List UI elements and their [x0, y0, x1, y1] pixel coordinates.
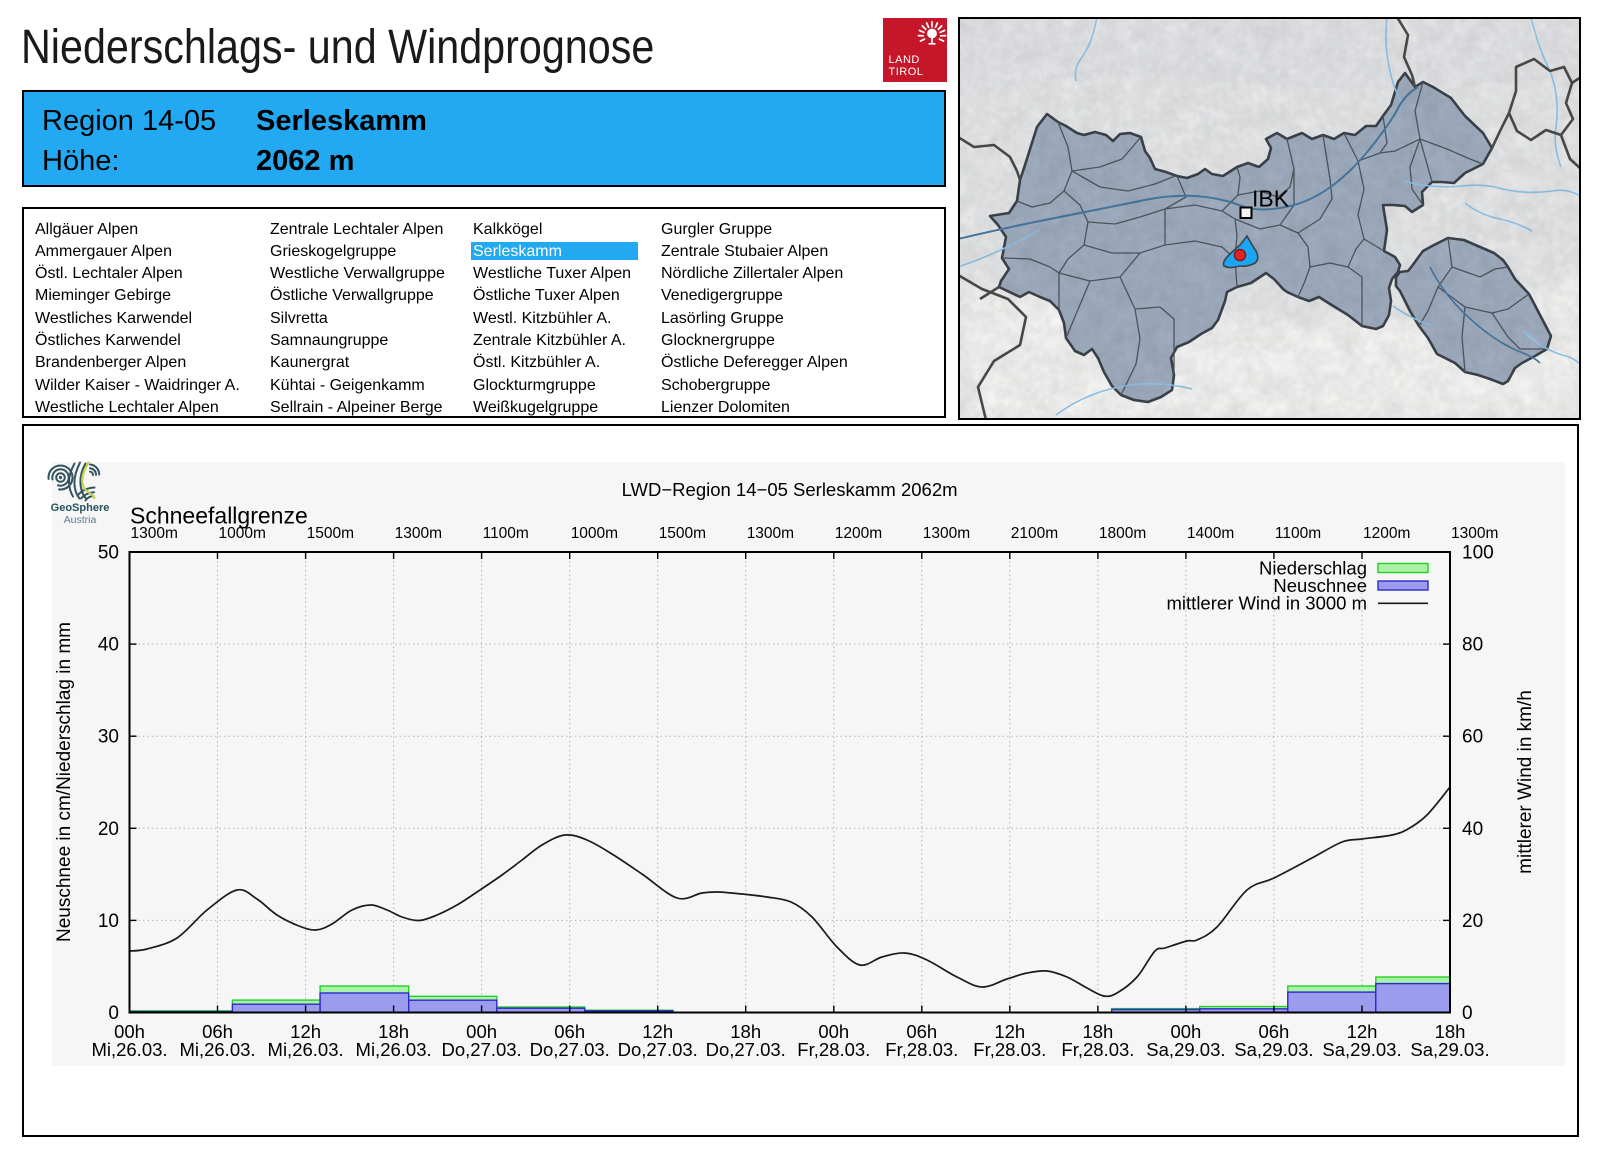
- svg-text:Do,27.03.: Do,27.03.: [706, 1039, 786, 1060]
- svg-text:mittlerer Wind in km/h: mittlerer Wind in km/h: [1515, 690, 1536, 874]
- svg-text:Schneefallgrenze: Schneefallgrenze: [130, 503, 308, 529]
- svg-text:0: 0: [108, 1003, 119, 1024]
- svg-text:Do,27.03.: Do,27.03.: [530, 1039, 610, 1060]
- svg-text:1400m: 1400m: [1187, 525, 1234, 542]
- svg-text:12h: 12h: [642, 1021, 673, 1042]
- svg-text:1300m: 1300m: [923, 525, 970, 542]
- svg-text:0: 0: [1462, 1003, 1473, 1024]
- svg-text:06h: 06h: [1258, 1021, 1289, 1042]
- svg-text:18h: 18h: [378, 1021, 409, 1042]
- svg-text:100: 100: [1462, 543, 1494, 564]
- svg-text:Sa,29.03.: Sa,29.03.: [1234, 1039, 1313, 1060]
- svg-text:Mi,26.03.: Mi,26.03.: [356, 1039, 432, 1060]
- svg-text:Do,27.03.: Do,27.03.: [441, 1039, 521, 1060]
- svg-text:Mi,26.03.: Mi,26.03.: [91, 1039, 167, 1060]
- svg-text:12h: 12h: [290, 1021, 321, 1042]
- svg-text:Niederschlag: Niederschlag: [1259, 558, 1367, 579]
- svg-text:06h: 06h: [906, 1021, 937, 1042]
- svg-text:mittlerer Wind in 3000 m: mittlerer Wind in 3000 m: [1167, 593, 1367, 614]
- svg-text:LWD−Region 14−05 Serleskamm 20: LWD−Region 14−05 Serleskamm 2062m: [622, 479, 958, 500]
- svg-text:00h: 00h: [1170, 1021, 1201, 1042]
- svg-text:Fr,28.03.: Fr,28.03.: [797, 1039, 870, 1060]
- svg-text:20: 20: [98, 819, 119, 840]
- svg-text:00h: 00h: [818, 1021, 849, 1042]
- svg-text:20: 20: [1462, 911, 1483, 932]
- svg-text:1000m: 1000m: [219, 525, 266, 542]
- svg-text:Fr,28.03.: Fr,28.03.: [1061, 1039, 1134, 1060]
- svg-text:12h: 12h: [994, 1021, 1025, 1042]
- svg-text:1300m: 1300m: [395, 525, 442, 542]
- svg-text:1100m: 1100m: [1275, 525, 1321, 542]
- svg-text:Sa,29.03.: Sa,29.03.: [1410, 1039, 1489, 1060]
- svg-text:1200m: 1200m: [1363, 525, 1410, 542]
- svg-text:18h: 18h: [1082, 1021, 1113, 1042]
- svg-text:Fr,28.03.: Fr,28.03.: [973, 1039, 1046, 1060]
- svg-text:1500m: 1500m: [307, 525, 354, 542]
- svg-text:1800m: 1800m: [1099, 525, 1146, 542]
- svg-text:1100m: 1100m: [483, 525, 529, 542]
- svg-text:12h: 12h: [1347, 1021, 1378, 1042]
- svg-text:1200m: 1200m: [835, 525, 882, 542]
- svg-text:Neuschnee in cm/Niederschlag i: Neuschnee in cm/Niederschlag in mm: [54, 622, 75, 942]
- svg-text:Fr,28.03.: Fr,28.03.: [885, 1039, 958, 1060]
- svg-text:Austria: Austria: [64, 514, 97, 526]
- svg-text:06h: 06h: [202, 1021, 233, 1042]
- svg-text:50: 50: [98, 543, 119, 564]
- svg-text:Sa,29.03.: Sa,29.03.: [1146, 1039, 1225, 1060]
- svg-text:1300m: 1300m: [1451, 525, 1498, 542]
- svg-text:40: 40: [98, 635, 119, 656]
- svg-text:18h: 18h: [1435, 1021, 1466, 1042]
- svg-text:IBK: IBK: [1252, 186, 1290, 212]
- svg-text:Do,27.03.: Do,27.03.: [618, 1039, 698, 1060]
- svg-text:Mi,26.03.: Mi,26.03.: [179, 1039, 255, 1060]
- svg-text:Mi,26.03.: Mi,26.03.: [268, 1039, 344, 1060]
- svg-text:60: 60: [1462, 727, 1483, 748]
- svg-text:00h: 00h: [114, 1021, 145, 1042]
- svg-text:10: 10: [98, 911, 119, 932]
- svg-text:40: 40: [1462, 819, 1483, 840]
- svg-text:1300m: 1300m: [131, 525, 178, 542]
- svg-text:Sa,29.03.: Sa,29.03.: [1322, 1039, 1401, 1060]
- svg-text:30: 30: [98, 727, 119, 748]
- svg-text:06h: 06h: [554, 1021, 585, 1042]
- svg-text:GeoSphere: GeoSphere: [51, 502, 110, 514]
- svg-text:1000m: 1000m: [571, 525, 618, 542]
- svg-text:00h: 00h: [466, 1021, 497, 1042]
- svg-text:80: 80: [1462, 635, 1483, 656]
- svg-text:18h: 18h: [730, 1021, 761, 1042]
- svg-text:2100m: 2100m: [1011, 525, 1058, 542]
- svg-text:Neuschnee: Neuschnee: [1273, 575, 1367, 596]
- svg-text:1500m: 1500m: [659, 525, 706, 542]
- svg-text:1300m: 1300m: [747, 525, 794, 542]
